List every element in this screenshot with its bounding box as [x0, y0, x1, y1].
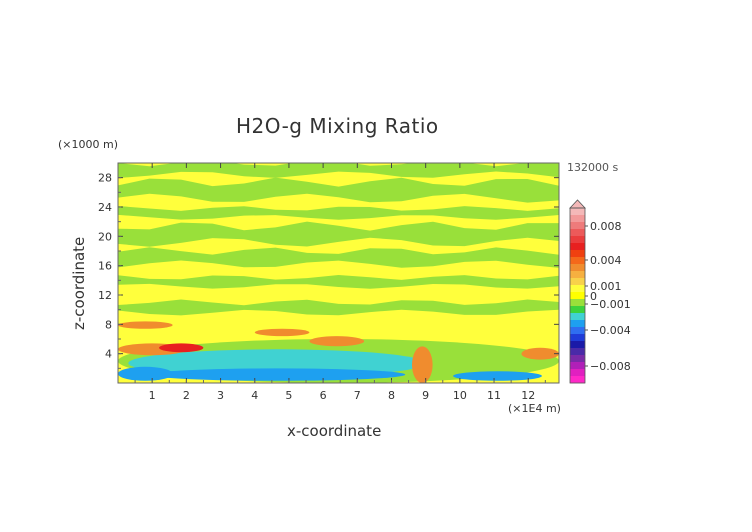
contour-region-6	[118, 321, 173, 329]
colorbar-label: 0.001	[590, 280, 622, 293]
contour-band-0	[118, 163, 559, 178]
contour-region-9	[412, 346, 433, 383]
x-tick-label: 12	[521, 389, 535, 402]
contour-field	[118, 163, 559, 383]
plot-border	[117, 162, 560, 384]
contour-region-11	[159, 343, 204, 353]
x-tick-label: 7	[354, 389, 361, 402]
colorbar-segment	[570, 208, 585, 216]
colorbar-segment	[570, 334, 585, 342]
colorbar-segment	[570, 264, 585, 272]
colorbar-segment	[570, 285, 585, 293]
x-tick-label: 11	[487, 389, 501, 402]
contour-region-2	[118, 366, 173, 381]
x-tick-label: 9	[422, 389, 429, 402]
colorbar-segment	[570, 313, 585, 321]
x-tick-label: 1	[149, 389, 156, 402]
colorbar-segment	[570, 306, 585, 314]
y-tick-label: 8	[105, 318, 112, 331]
colorbar-label: 0.008	[590, 220, 622, 233]
x-tick-label: 6	[320, 389, 327, 402]
x-tick-label: 3	[217, 389, 224, 402]
x-tick-label: 5	[285, 389, 292, 402]
colorbar-label: −0.008	[590, 360, 631, 373]
y-tick-label: 28	[98, 172, 112, 185]
colorbar-label: 0.004	[590, 254, 622, 267]
colorbar-segment	[570, 215, 585, 223]
contour-region-8	[309, 336, 365, 347]
x-tick-label: 4	[251, 389, 258, 402]
colorbar-segment	[570, 355, 585, 363]
chart-title: H2O-g Mixing Ratio	[236, 114, 439, 138]
colorbar-label: −0.001	[590, 298, 631, 311]
y-tick-label: 4	[105, 348, 112, 361]
colorbar-segment	[570, 348, 585, 356]
contour-region-10	[521, 347, 559, 360]
contour-band-5	[118, 275, 559, 289]
x-axis-unit: (×1E4 m)	[508, 402, 561, 415]
x-tick-label: 10	[453, 389, 467, 402]
colorbar-segment	[570, 250, 585, 258]
colorbar-segment	[570, 320, 585, 328]
colorbar-segment	[570, 229, 585, 237]
plot-frame	[117, 162, 560, 384]
colorbar-label: 0	[590, 290, 597, 303]
colorbar-segment	[570, 236, 585, 244]
x-tick-label: 8	[388, 389, 395, 402]
x-axis-label: x-coordinate	[287, 422, 382, 440]
colorbar-segment	[570, 299, 585, 307]
colorbar-segment	[570, 376, 585, 384]
x-axis-ticks: 1 2 3 4 5 6 7 8 9 10 11 12	[149, 389, 536, 402]
contour-band-2	[118, 206, 559, 220]
z-axis-unit: (×1000 m)	[58, 138, 119, 151]
colorbar-segment	[570, 292, 585, 300]
y-tick-label: 20	[98, 230, 112, 243]
y-tick-label: 24	[98, 201, 112, 214]
colorbar-segment	[570, 369, 585, 377]
y-tick-label: 16	[98, 260, 112, 273]
colorbar-segment	[570, 257, 585, 265]
colorbar	[569, 199, 588, 384]
colorbar-label: −0.004	[590, 324, 631, 337]
contour-region-7	[254, 328, 310, 337]
time-label: 132000 s	[567, 161, 619, 174]
x-tick-label: 2	[183, 389, 190, 402]
colorbar-segment	[570, 243, 585, 251]
y-tick-label: 12	[98, 289, 112, 302]
contour-region-4	[453, 371, 542, 381]
contour-band-1	[118, 177, 559, 203]
contour-band-6	[118, 299, 559, 316]
contour-band-3	[118, 221, 559, 247]
colorbar-segment	[570, 271, 585, 279]
colorbar-segment	[570, 341, 585, 349]
colorbar-segment	[570, 327, 585, 335]
colorbar-segment	[570, 222, 585, 230]
colorbar-segment	[570, 278, 585, 286]
contour-band-4	[118, 247, 559, 268]
y-axis-ticks: 4 8 12 16 20 24 28	[98, 172, 112, 361]
colorbar-segment	[570, 362, 585, 370]
colorbar-extend-arrow	[569, 199, 586, 209]
contour-region-3	[148, 368, 406, 381]
